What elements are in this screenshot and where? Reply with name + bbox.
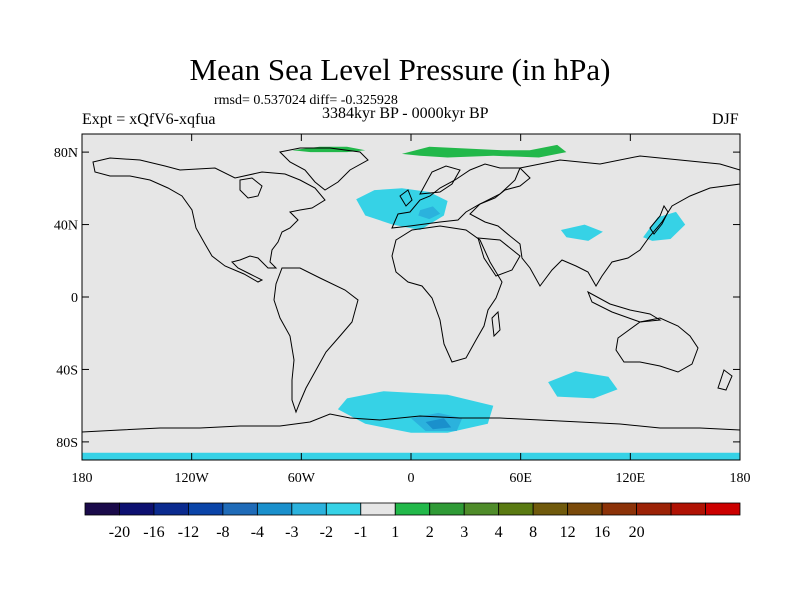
colorbar-swatch bbox=[325, 502, 362, 516]
colorbar-swatch bbox=[153, 502, 189, 516]
colorbar-swatch bbox=[119, 502, 155, 516]
anomaly-north-atlantic-negative bbox=[356, 188, 448, 230]
colorbar-swatch bbox=[291, 502, 327, 516]
colorbar-label: 12 bbox=[560, 524, 576, 541]
period-label: 3384kyr BP - 0000kyr BP bbox=[322, 105, 489, 122]
coast-scandinavia bbox=[419, 165, 461, 195]
anomaly-indian-ocean-negative bbox=[548, 371, 618, 399]
lon-tick-label: 0 bbox=[408, 471, 415, 486]
stats-line: rmsd= 0.537024 diff= -0.325928 bbox=[214, 93, 398, 108]
colorbar-label: -16 bbox=[143, 524, 164, 541]
lat-tick-label: 0 bbox=[71, 291, 78, 306]
season-label: DJF bbox=[712, 111, 739, 128]
colorbar-swatch bbox=[498, 502, 534, 516]
lon-tick-label: 180 bbox=[730, 471, 751, 486]
coast-madagascar bbox=[491, 310, 501, 338]
anomaly-antarctic-deep bbox=[425, 418, 452, 430]
lat-tick-label: 80N bbox=[54, 146, 78, 161]
lon-tick-label: 180 bbox=[72, 471, 93, 486]
colorbar-swatch bbox=[601, 502, 637, 516]
lon-tick-label: 60W bbox=[288, 471, 316, 486]
colorbar-label: 2 bbox=[426, 524, 434, 541]
colorbar-label: -8 bbox=[216, 524, 229, 541]
colorbar-label: 20 bbox=[629, 524, 645, 541]
colorbar-swatch bbox=[429, 502, 465, 516]
map-panel: 80N 40N 0 40S 80S 180 120W 60W 0 60E 120E 180 bbox=[54, 133, 751, 486]
coastlines bbox=[81, 147, 741, 433]
lon-tick-label: 120W bbox=[175, 471, 210, 486]
colorbar-swatch bbox=[463, 502, 500, 516]
lon-tick-label: 120E bbox=[616, 471, 646, 486]
coast-asia bbox=[469, 155, 741, 287]
colorbar-label: 4 bbox=[495, 524, 503, 541]
colorbar-swatch bbox=[188, 502, 224, 516]
axis-ticks: 80N 40N 0 40S 80S 180 120W 60W 0 60E 120E 180 bbox=[54, 134, 751, 486]
map-frame bbox=[81, 133, 741, 461]
colorbar-label: -1 bbox=[354, 524, 367, 541]
colorbar-label: -2 bbox=[320, 524, 333, 541]
experiment-label: Expt = xQfV6-xqfua bbox=[82, 111, 216, 128]
lon-tick-label: 60E bbox=[509, 471, 532, 486]
coast-south-america bbox=[273, 267, 359, 414]
colorbar-label: 1 bbox=[391, 524, 399, 541]
coast-australia bbox=[615, 317, 699, 373]
coast-hudson-bay bbox=[239, 177, 263, 199]
colorbar-swatch bbox=[670, 502, 706, 516]
coast-new-zealand bbox=[717, 369, 733, 391]
colorbar-label: -12 bbox=[178, 524, 199, 541]
colorbar-label: 8 bbox=[529, 524, 537, 541]
colorbar-swatch bbox=[567, 502, 603, 516]
anomaly-arctic-siberia-positive bbox=[401, 144, 567, 158]
coast-antarctica bbox=[81, 413, 741, 433]
coast-greenland bbox=[278, 147, 369, 191]
colorbar-label: 3 bbox=[460, 524, 468, 541]
anomaly-tibet-negative bbox=[560, 224, 603, 241]
lat-tick-label: 80S bbox=[56, 436, 78, 451]
plot-title: Mean Sea Level Pressure (in hPa) bbox=[189, 52, 611, 87]
coast-indonesia bbox=[587, 290, 662, 323]
colorbar-swatch bbox=[360, 502, 396, 516]
colorbar-swatch bbox=[636, 502, 672, 516]
coast-africa bbox=[391, 225, 503, 363]
colorbar-swatch bbox=[705, 502, 741, 516]
colorbar-label: -3 bbox=[285, 524, 298, 541]
coast-british-isles bbox=[399, 189, 413, 207]
coast-europe bbox=[391, 163, 531, 229]
colorbar-swatch bbox=[256, 502, 293, 516]
colorbar-label: -4 bbox=[251, 524, 264, 541]
coast-arabia bbox=[477, 237, 521, 277]
lat-tick-label: 40S bbox=[56, 363, 78, 378]
anomaly-north-atlantic-core bbox=[418, 206, 441, 220]
colorbar-swatch bbox=[394, 502, 431, 516]
colorbar: -20 -16 -12 -8 -4 -3 -2 -1 1 2 3 4 8 12 16 20 bbox=[84, 502, 741, 541]
coast-north-america bbox=[92, 157, 326, 283]
colorbar-label: 16 bbox=[594, 524, 610, 541]
colorbar-swatch bbox=[532, 502, 569, 516]
colorbar-swatch bbox=[222, 502, 258, 516]
colorbar-swatch bbox=[84, 502, 120, 516]
colorbar-label: -20 bbox=[109, 524, 130, 541]
coast-japan bbox=[649, 204, 669, 235]
lat-tick-label: 40N bbox=[54, 219, 78, 234]
